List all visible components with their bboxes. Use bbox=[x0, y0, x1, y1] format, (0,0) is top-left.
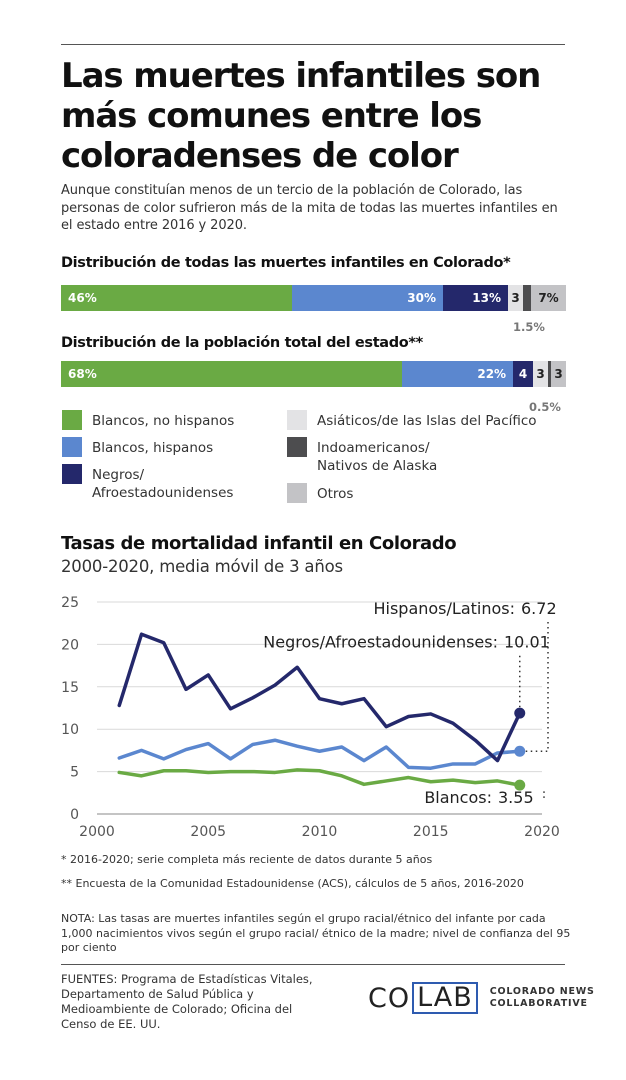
population-stacked-bar: 68% 22% 4 3 3 bbox=[61, 361, 566, 387]
legend-swatch bbox=[62, 410, 82, 430]
bar-segment-negros: 4 bbox=[513, 361, 534, 387]
x-tick-label: 2020 bbox=[524, 824, 560, 840]
y-tick-label: 20 bbox=[61, 637, 79, 653]
bar-segment-asiaticos: 3 bbox=[533, 361, 549, 387]
colab-logo-co: CO bbox=[368, 982, 411, 1014]
y-tick-label: 5 bbox=[70, 765, 79, 781]
legend-item-blancos-hispanos: Blancos, hispanos bbox=[62, 437, 332, 457]
y-tick-label: 15 bbox=[61, 680, 79, 696]
bar-segment-blancos-hispanos: 22% bbox=[402, 361, 514, 387]
series-end-marker bbox=[514, 745, 526, 757]
legend-swatch bbox=[287, 483, 307, 503]
series-line-1 bbox=[117, 738, 522, 770]
line-chart: 0 5 10 15 20 25 2000 2005 2010 2015 2020 Hispanos/L… bbox=[61, 595, 560, 840]
legend-swatch bbox=[62, 464, 82, 484]
series-line-2 bbox=[117, 768, 522, 787]
population-bar-heading: Distribución de la población total del e… bbox=[61, 335, 423, 351]
series-end-label: Hispanos/Latinos: bbox=[373, 599, 515, 618]
population-indo-callout: 0.5% bbox=[529, 400, 561, 414]
legend-item-asiaticos: Asiáticos/de las Islas del Pacífico bbox=[287, 410, 567, 430]
deaths-indo-callout: 1.5% bbox=[513, 320, 545, 334]
legend-item-otros: Otros bbox=[287, 483, 557, 503]
legend-item-blancos-no-hispanos: Blancos, no hispanos bbox=[62, 410, 332, 430]
bar-segment-indoamericanos bbox=[523, 285, 531, 311]
x-tick-label: 2005 bbox=[190, 824, 226, 840]
bar-segment-otros: 3 bbox=[551, 361, 566, 387]
colab-logo-lab: LAB bbox=[412, 982, 478, 1014]
legend-label: Asiáticos/de las Islas del Pacífico bbox=[317, 413, 537, 429]
bar-segment-otros: 7% bbox=[531, 285, 566, 311]
legend-item-negros: Negros/ Afroestadounidenses bbox=[62, 464, 252, 502]
footer-rule bbox=[61, 964, 565, 965]
footnote-3: NOTA: Las tasas are muertes infantiles s… bbox=[61, 912, 571, 954]
bar-segment-blancos-no-hispanos: 46% bbox=[61, 285, 292, 311]
deaths-stacked-bar: 46% 30% 13% 3 7% bbox=[61, 285, 566, 311]
legend-swatch bbox=[62, 437, 82, 457]
colab-tagline-1: COLORADO NEWS bbox=[489, 986, 595, 997]
colab-tagline: COLORADO NEWS COLLABORATIVE bbox=[490, 986, 595, 1010]
bar-segment-indoamericanos bbox=[548, 361, 552, 387]
legend-label: Blancos, no hispanos bbox=[92, 413, 235, 429]
sources-text: FUENTES: Programa de Estadísticas Vitale… bbox=[61, 972, 313, 1031]
x-tick-label: 2015 bbox=[413, 824, 449, 840]
page-title: Las muertes infantiles son más comunes e… bbox=[61, 56, 541, 176]
top-rule bbox=[61, 44, 565, 45]
line-chart-title: Tasas de mortalidad infantil en Colorado bbox=[61, 533, 457, 554]
series-line-0 bbox=[117, 632, 522, 763]
bar-segment-asiaticos: 3 bbox=[508, 285, 523, 311]
intro-text: Aunque constituían menos de un tercio de… bbox=[61, 183, 558, 233]
legend-label: Indoamericanos/ Nativos de Alaska bbox=[317, 440, 438, 474]
colab-logo: CO LAB COLORADO NEWS COLLABORATIVE bbox=[368, 982, 595, 1014]
bar-segment-negros: 13% bbox=[443, 285, 508, 311]
series-end-value: 3.55 bbox=[498, 788, 534, 807]
y-tick-label: 10 bbox=[61, 722, 79, 738]
bar-segment-blancos-hispanos: 30% bbox=[292, 285, 443, 311]
x-tick-label: 2010 bbox=[302, 824, 338, 840]
series-end-value: 10.01 bbox=[504, 633, 550, 652]
line-chart-subtitle: 2000-2020, media móvil de 3 años bbox=[61, 557, 343, 576]
legend-item-indoamericanos: Indoamericanos/ Nativos de Alaska bbox=[287, 437, 467, 475]
series-end-marker bbox=[514, 707, 526, 719]
y-tick-label: 0 bbox=[70, 807, 79, 823]
deaths-bar-heading: Distribución de todas las muertes infant… bbox=[61, 255, 511, 271]
colab-tagline-2: COLLABORATIVE bbox=[489, 998, 588, 1009]
footnote-2: ** Encuesta de la Comunidad Estadouniden… bbox=[61, 877, 524, 890]
y-tick-label: 25 bbox=[61, 595, 79, 611]
legend-swatch bbox=[287, 437, 307, 457]
legend-label: Blancos, hispanos bbox=[92, 440, 214, 456]
series-end-value: 6.72 bbox=[521, 599, 557, 618]
series-end-marker bbox=[514, 779, 526, 791]
x-tick-label: 2000 bbox=[79, 824, 115, 840]
footnote-1: * 2016-2020; serie completa más reciente… bbox=[61, 853, 433, 866]
legend-label: Otros bbox=[317, 486, 354, 502]
series-end-label: Blancos: bbox=[424, 788, 492, 807]
bar-segment-blancos-no-hispanos: 68% bbox=[61, 361, 403, 387]
series-end-label: Negros/Afroestadounidenses: bbox=[263, 633, 498, 652]
legend-label: Negros/ Afroestadounidenses bbox=[92, 467, 234, 501]
legend-swatch bbox=[287, 410, 307, 430]
